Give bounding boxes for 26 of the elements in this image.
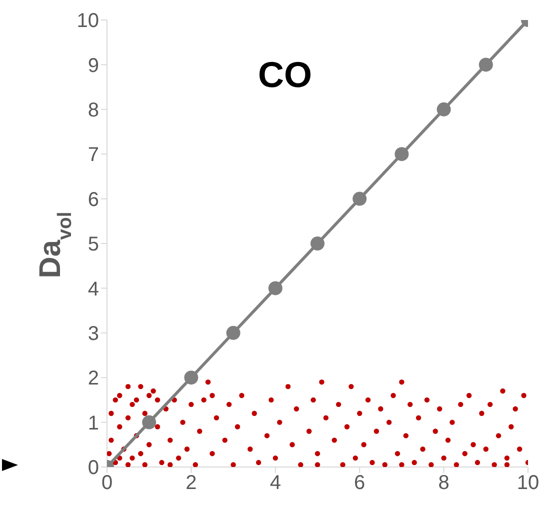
y-tick-label: 4 [88,278,99,300]
point [310,236,324,250]
y-tick-label: 8 [88,100,99,122]
x-tick-label: 6 [354,472,366,494]
y-tick-label: 6 [88,188,99,211]
point [436,102,451,116]
y-tick-label: 7 [88,144,99,166]
point [394,147,409,162]
y-tick-label: 2 [88,368,99,390]
point [184,370,198,385]
x-tick-label: 8 [438,472,450,494]
y-tick-label: 3 [88,323,99,345]
x-tick-label: 10 [516,472,540,494]
y-tick-label: 0 [88,457,99,480]
y-tick-label: 1 [88,412,99,434]
x-tick-label: 4 [270,472,281,494]
x-tick-label: 2 [186,472,197,494]
point [142,415,156,430]
point [268,281,282,296]
y-tick-label: 5 [88,234,99,256]
y-tick-label: 9 [88,54,99,77]
y-tick-label: 10 [76,10,99,32]
point [226,326,240,340]
point [478,58,493,72]
point [352,192,367,206]
text: CO [257,54,313,96]
